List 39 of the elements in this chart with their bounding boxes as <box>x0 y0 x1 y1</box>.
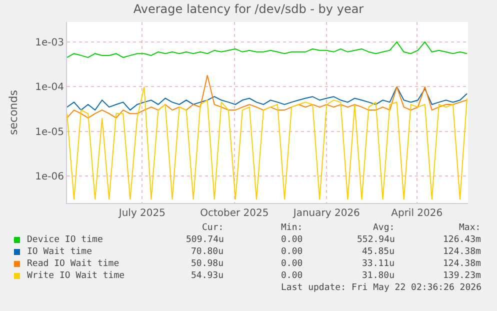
x-tick-label: October 2025 <box>200 208 269 219</box>
text: 552.94u <box>357 235 395 245</box>
text: 126.43m <box>443 235 481 245</box>
text: Last update: Fri May 22 02:36:26 2026 <box>281 283 482 293</box>
text: Avg: <box>373 223 395 233</box>
line-series <box>67 86 468 111</box>
text: 45.85u <box>362 247 395 257</box>
text: 0.00 <box>281 259 303 269</box>
y-tick-label: 1e-06 <box>35 172 64 183</box>
text: 0.00 <box>281 247 303 257</box>
y-axis-title: seconds <box>6 90 20 135</box>
text: 33.11u <box>362 259 395 269</box>
text: 0.00 <box>281 271 303 281</box>
y-tick-label: 1e-05 <box>35 126 64 138</box>
text: 50.98u <box>191 259 224 269</box>
y-tick-label: 1e-03 <box>35 37 64 48</box>
y-tick-label: 1e-04 <box>35 82 64 94</box>
text: 70.80u <box>191 247 224 257</box>
text: 0.00 <box>281 235 303 245</box>
line-series <box>67 74 468 118</box>
text: 54.93u <box>191 271 224 281</box>
legend-label: IO Wait time <box>27 247 92 257</box>
legend-label: Read IO Wait time <box>27 259 120 269</box>
text: Cur: <box>202 223 224 233</box>
x-tick-label: April 2026 <box>391 208 443 219</box>
line-series <box>67 86 468 200</box>
text: Max: <box>459 223 481 233</box>
chart-title: Average latency for /dev/sdb - by year <box>133 2 364 16</box>
text: 31.80u <box>362 271 395 281</box>
x-tick-label: July 2025 <box>118 208 166 219</box>
x-tick-label: January 2026 <box>292 208 360 219</box>
text: 124.38m <box>443 247 481 257</box>
line-series <box>67 41 468 58</box>
legend-label: Write IO Wait time <box>27 271 125 281</box>
text: 124.38m <box>443 259 481 269</box>
legend-label: Device IO time <box>27 235 103 245</box>
text: Min: <box>281 223 303 233</box>
text: 139.23m <box>443 271 481 281</box>
text: 509.74u <box>186 235 224 245</box>
